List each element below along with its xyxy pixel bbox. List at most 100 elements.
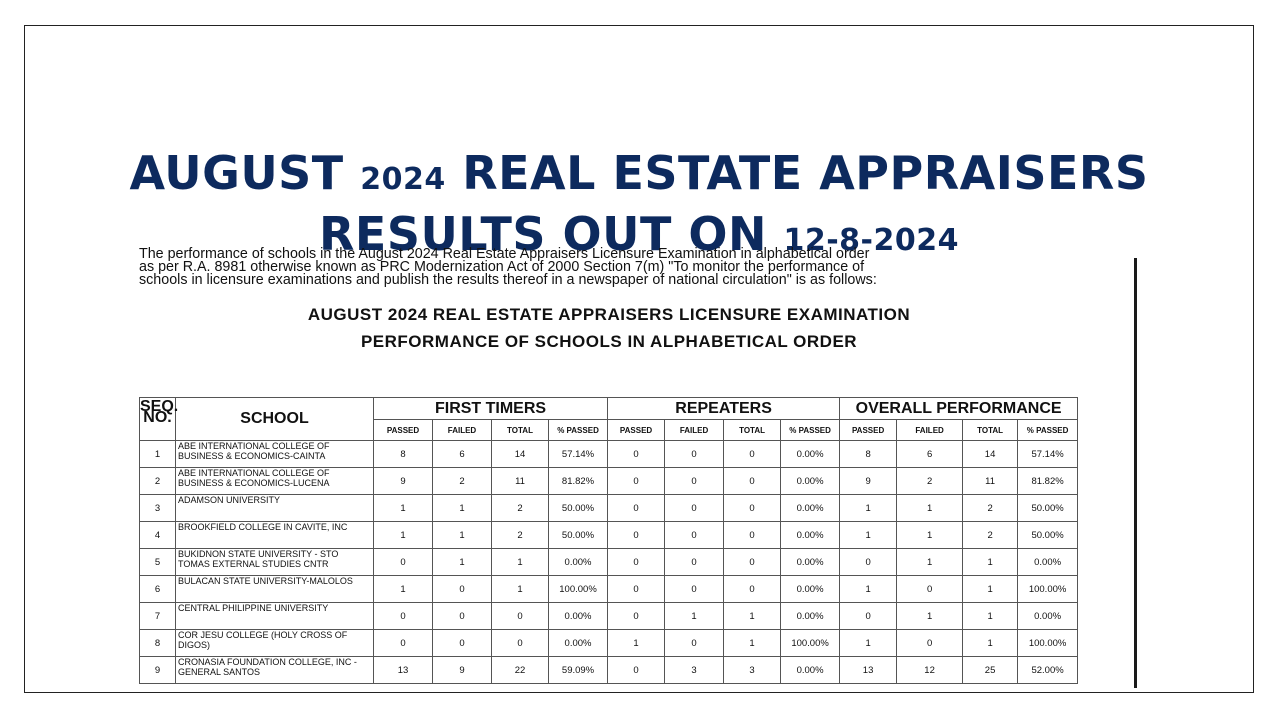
value-cell: 0 (607, 575, 666, 603)
value-cell: 1 (664, 602, 725, 630)
value-cell: 0 (664, 467, 725, 495)
seq-cell: 1 (139, 440, 176, 468)
value-cell: 0 (839, 548, 898, 576)
value-cell: 100.00% (547, 575, 609, 603)
value-cell: 0 (491, 629, 549, 657)
value-cell: 1 (607, 629, 666, 657)
value-cell: 0 (664, 575, 725, 603)
value-cell: 1 (723, 629, 782, 657)
value-cell: 0 (723, 575, 782, 603)
value-cell: 0 (432, 629, 492, 657)
value-cell: 12 (896, 656, 964, 684)
seq-cell: 8 (139, 629, 176, 657)
performance-table: SEQ. NO. SCHOOL FIRST TIMERS REPEATERS O… (139, 397, 1079, 684)
table-row: 5 BUKIDNON STATE UNIVERSITY - STO TOMAS E… (139, 548, 1079, 576)
value-cell: 1 (962, 629, 1019, 657)
seq-header: SEQ. NO. (139, 397, 178, 441)
value-cell: 25 (962, 656, 1019, 684)
document-edge-rule (1134, 258, 1137, 688)
value-cell: 52.00% (1017, 656, 1079, 684)
value-cell: 0.00% (780, 602, 841, 630)
table-row: 6 BULACAN STATE UNIVERSITY-MALOLOS 1 0 1 100.… (139, 575, 1079, 603)
value-cell: 0 (607, 521, 666, 549)
value-cell: 0 (896, 575, 964, 603)
seq-cell: 2 (139, 467, 176, 495)
value-cell: 0.00% (1017, 602, 1079, 630)
value-cell: 0 (607, 548, 666, 576)
value-cell: 11 (962, 467, 1019, 495)
value-cell: 22 (491, 656, 549, 684)
value-cell: 0.00% (780, 467, 841, 495)
table-row: 8 COR JESU COLLEGE (HOLY CROSS OF DIGOS) 0… (139, 629, 1079, 657)
value-cell: 0 (664, 440, 725, 468)
school-cell: BUKIDNON STATE UNIVERSITY - STO TOMAS EX… (175, 548, 374, 576)
seq-cell: 5 (139, 548, 176, 576)
value-cell: 9 (373, 467, 433, 495)
sub-header-cell: TOTAL (723, 419, 782, 441)
value-cell: 13 (373, 656, 433, 684)
value-cell: 0 (373, 548, 433, 576)
value-cell: 0 (607, 656, 666, 684)
school-cell: BULACAN STATE UNIVERSITY-MALOLOS (175, 575, 374, 603)
group-header-overall: OVERALL PERFORMANCE (839, 397, 1079, 420)
value-cell: 100.00% (780, 629, 841, 657)
value-cell: 1 (432, 548, 492, 576)
intro-line: as per R.A. 8981 otherwise known as PRC … (139, 259, 865, 275)
slide-frame: AUGUST 2024 REAL ESTATE APPRAISERS RESUL… (24, 25, 1254, 693)
value-cell: 0 (664, 629, 725, 657)
seq-cell: 4 (139, 521, 176, 549)
value-cell: 1 (491, 575, 549, 603)
value-cell: 59.09% (547, 656, 609, 684)
value-cell: 2 (896, 467, 964, 495)
value-cell: 0 (723, 521, 782, 549)
value-cell: 0 (723, 548, 782, 576)
value-cell: 0 (607, 440, 666, 468)
value-cell: 2 (962, 521, 1019, 549)
value-cell: 14 (491, 440, 549, 468)
value-cell: 0 (723, 467, 782, 495)
value-cell: 0 (723, 440, 782, 468)
value-cell: 8 (373, 440, 433, 468)
value-cell: 0 (664, 521, 725, 549)
value-cell: 0.00% (780, 656, 841, 684)
sub-header-cell: FAILED (664, 419, 725, 441)
sub-header-cell: PASSED (373, 419, 433, 441)
value-cell: 9 (839, 467, 898, 495)
value-cell: 1 (432, 494, 492, 522)
value-cell: 50.00% (1017, 521, 1079, 549)
value-cell: 0 (839, 602, 898, 630)
sub-header-row: PASSED FAILED TOTAL% PASSED PASSED FAILED TOT… (140, 419, 1079, 441)
value-cell: 1 (839, 629, 898, 657)
value-cell: 0 (373, 602, 433, 630)
value-cell: 1 (723, 602, 782, 630)
seq-cell: 3 (139, 494, 176, 522)
value-cell: 1 (373, 521, 433, 549)
seq-cell: 6 (139, 575, 176, 603)
value-cell: 1 (432, 521, 492, 549)
sub-header-cell: PASSED (839, 419, 898, 441)
value-cell: 0 (432, 575, 492, 603)
value-cell: 0 (896, 629, 964, 657)
value-cell: 2 (491, 494, 549, 522)
value-cell: 0.00% (780, 494, 841, 522)
value-cell: 2 (962, 494, 1019, 522)
table-body: 1 ABE INTERNATIONAL COLLEGE OF BUSINESS &… (139, 440, 1079, 684)
value-cell: 1 (839, 575, 898, 603)
school-cell: ABE INTERNATIONAL COLLEGE OF BUSINESS & … (175, 440, 374, 468)
value-cell: 11 (491, 467, 549, 495)
value-cell: 1 (962, 575, 1019, 603)
value-cell: 3 (664, 656, 725, 684)
value-cell: 8 (839, 440, 898, 468)
value-cell: 14 (962, 440, 1019, 468)
value-cell: 1 (373, 575, 433, 603)
sub-header-cell: % PASSED (547, 419, 609, 441)
value-cell: 0.00% (780, 548, 841, 576)
value-cell: 50.00% (547, 521, 609, 549)
value-cell: 81.82% (547, 467, 609, 495)
value-cell: 100.00% (1017, 629, 1079, 657)
sub-header-cell: TOTAL (491, 419, 549, 441)
sub-header-cell: PASSED (607, 419, 666, 441)
value-cell: 1 (962, 548, 1019, 576)
value-cell: 100.00% (1017, 575, 1079, 603)
value-cell: 6 (432, 440, 492, 468)
